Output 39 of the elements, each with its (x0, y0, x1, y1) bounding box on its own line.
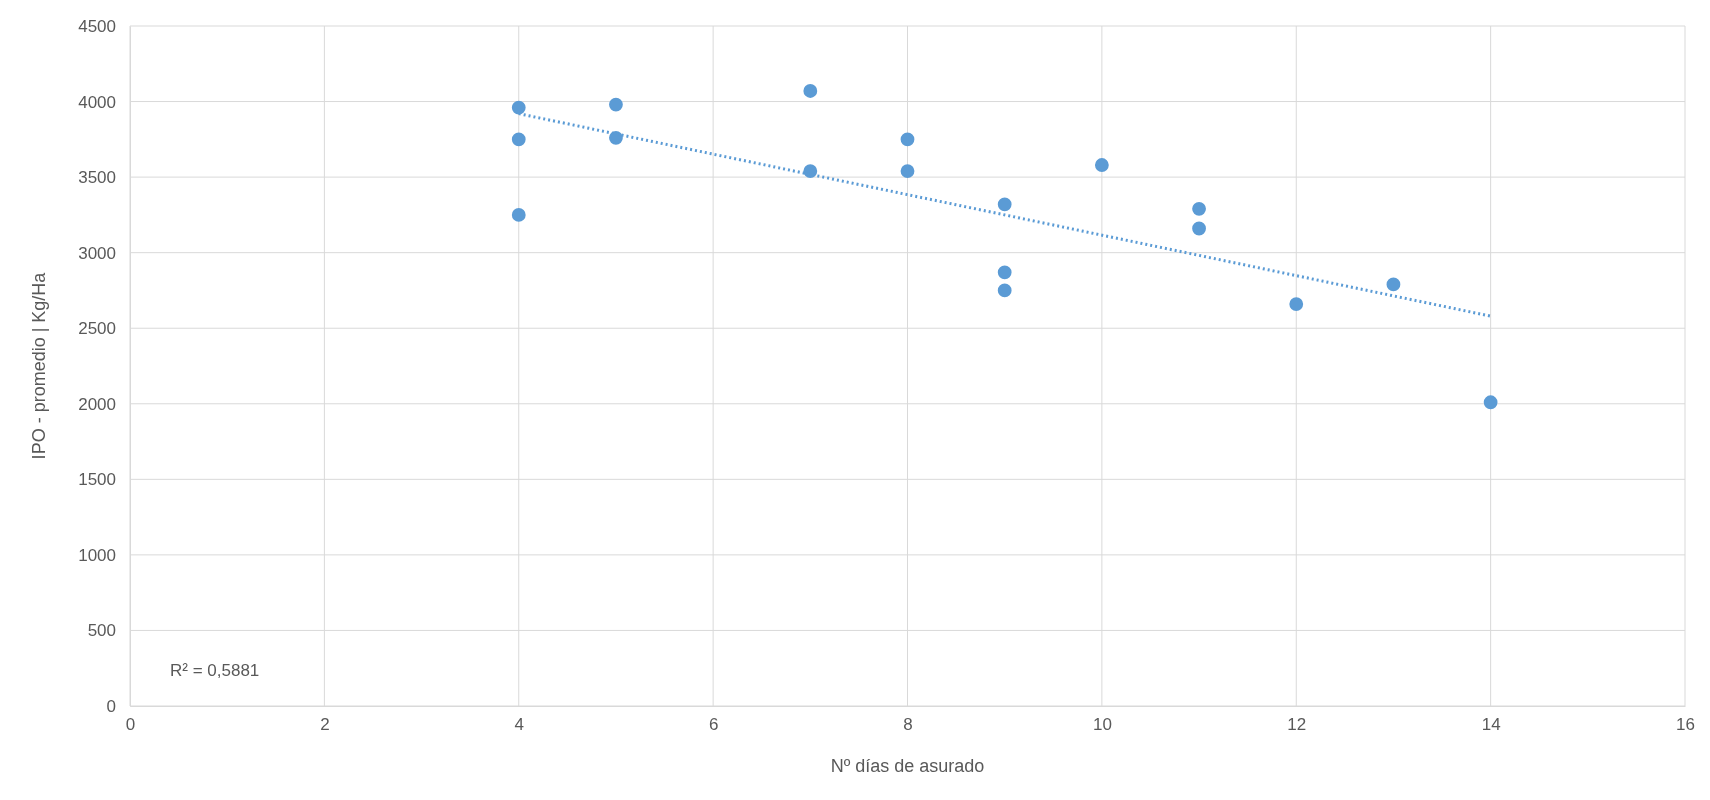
y-tick-label: 4500 (78, 16, 116, 36)
point (609, 130, 623, 145)
point (900, 164, 915, 178)
point (511, 207, 526, 222)
x-tick-label: 12 (1287, 715, 1307, 735)
y-tick-label: 3000 (78, 243, 116, 263)
x-tick-label: 4 (514, 715, 524, 735)
y-tick-label: 3500 (78, 168, 116, 188)
point (511, 132, 526, 147)
x-tick-label: 14 (1481, 715, 1501, 735)
y-tick-label: 4000 (78, 92, 116, 112)
y-tick-label: 1000 (78, 545, 116, 565)
y-tick-label: 1500 (78, 470, 116, 490)
x-tick-label: 16 (1676, 715, 1695, 735)
x-tick-label: 2 (320, 715, 330, 735)
y-tick-label: 500 (87, 621, 116, 641)
point (511, 100, 526, 115)
point (803, 84, 818, 98)
point (1094, 158, 1109, 172)
point (609, 97, 623, 112)
point (997, 197, 1012, 212)
point (1192, 201, 1206, 216)
point (997, 283, 1012, 298)
y-tick-label: 2000 (78, 394, 116, 414)
point (900, 132, 915, 147)
point (1483, 395, 1498, 410)
point (1192, 221, 1206, 236)
y-tick-label: 2500 (78, 319, 116, 339)
x-tick-label: 10 (1092, 715, 1112, 735)
x-axis-title: Nº días de asurado (830, 756, 985, 776)
y-tick-label: 0 (106, 696, 116, 716)
annotation: R² = 0,5881 (170, 661, 260, 680)
point (1386, 277, 1401, 292)
y-axis-title: IPO - promedio | Kg/Ha (29, 271, 49, 460)
x-tick-label: 6 (708, 715, 719, 735)
x-tick-label: 8 (903, 715, 913, 735)
x-tick-label: 0 (125, 715, 136, 735)
point (997, 265, 1012, 280)
point (1289, 297, 1304, 311)
